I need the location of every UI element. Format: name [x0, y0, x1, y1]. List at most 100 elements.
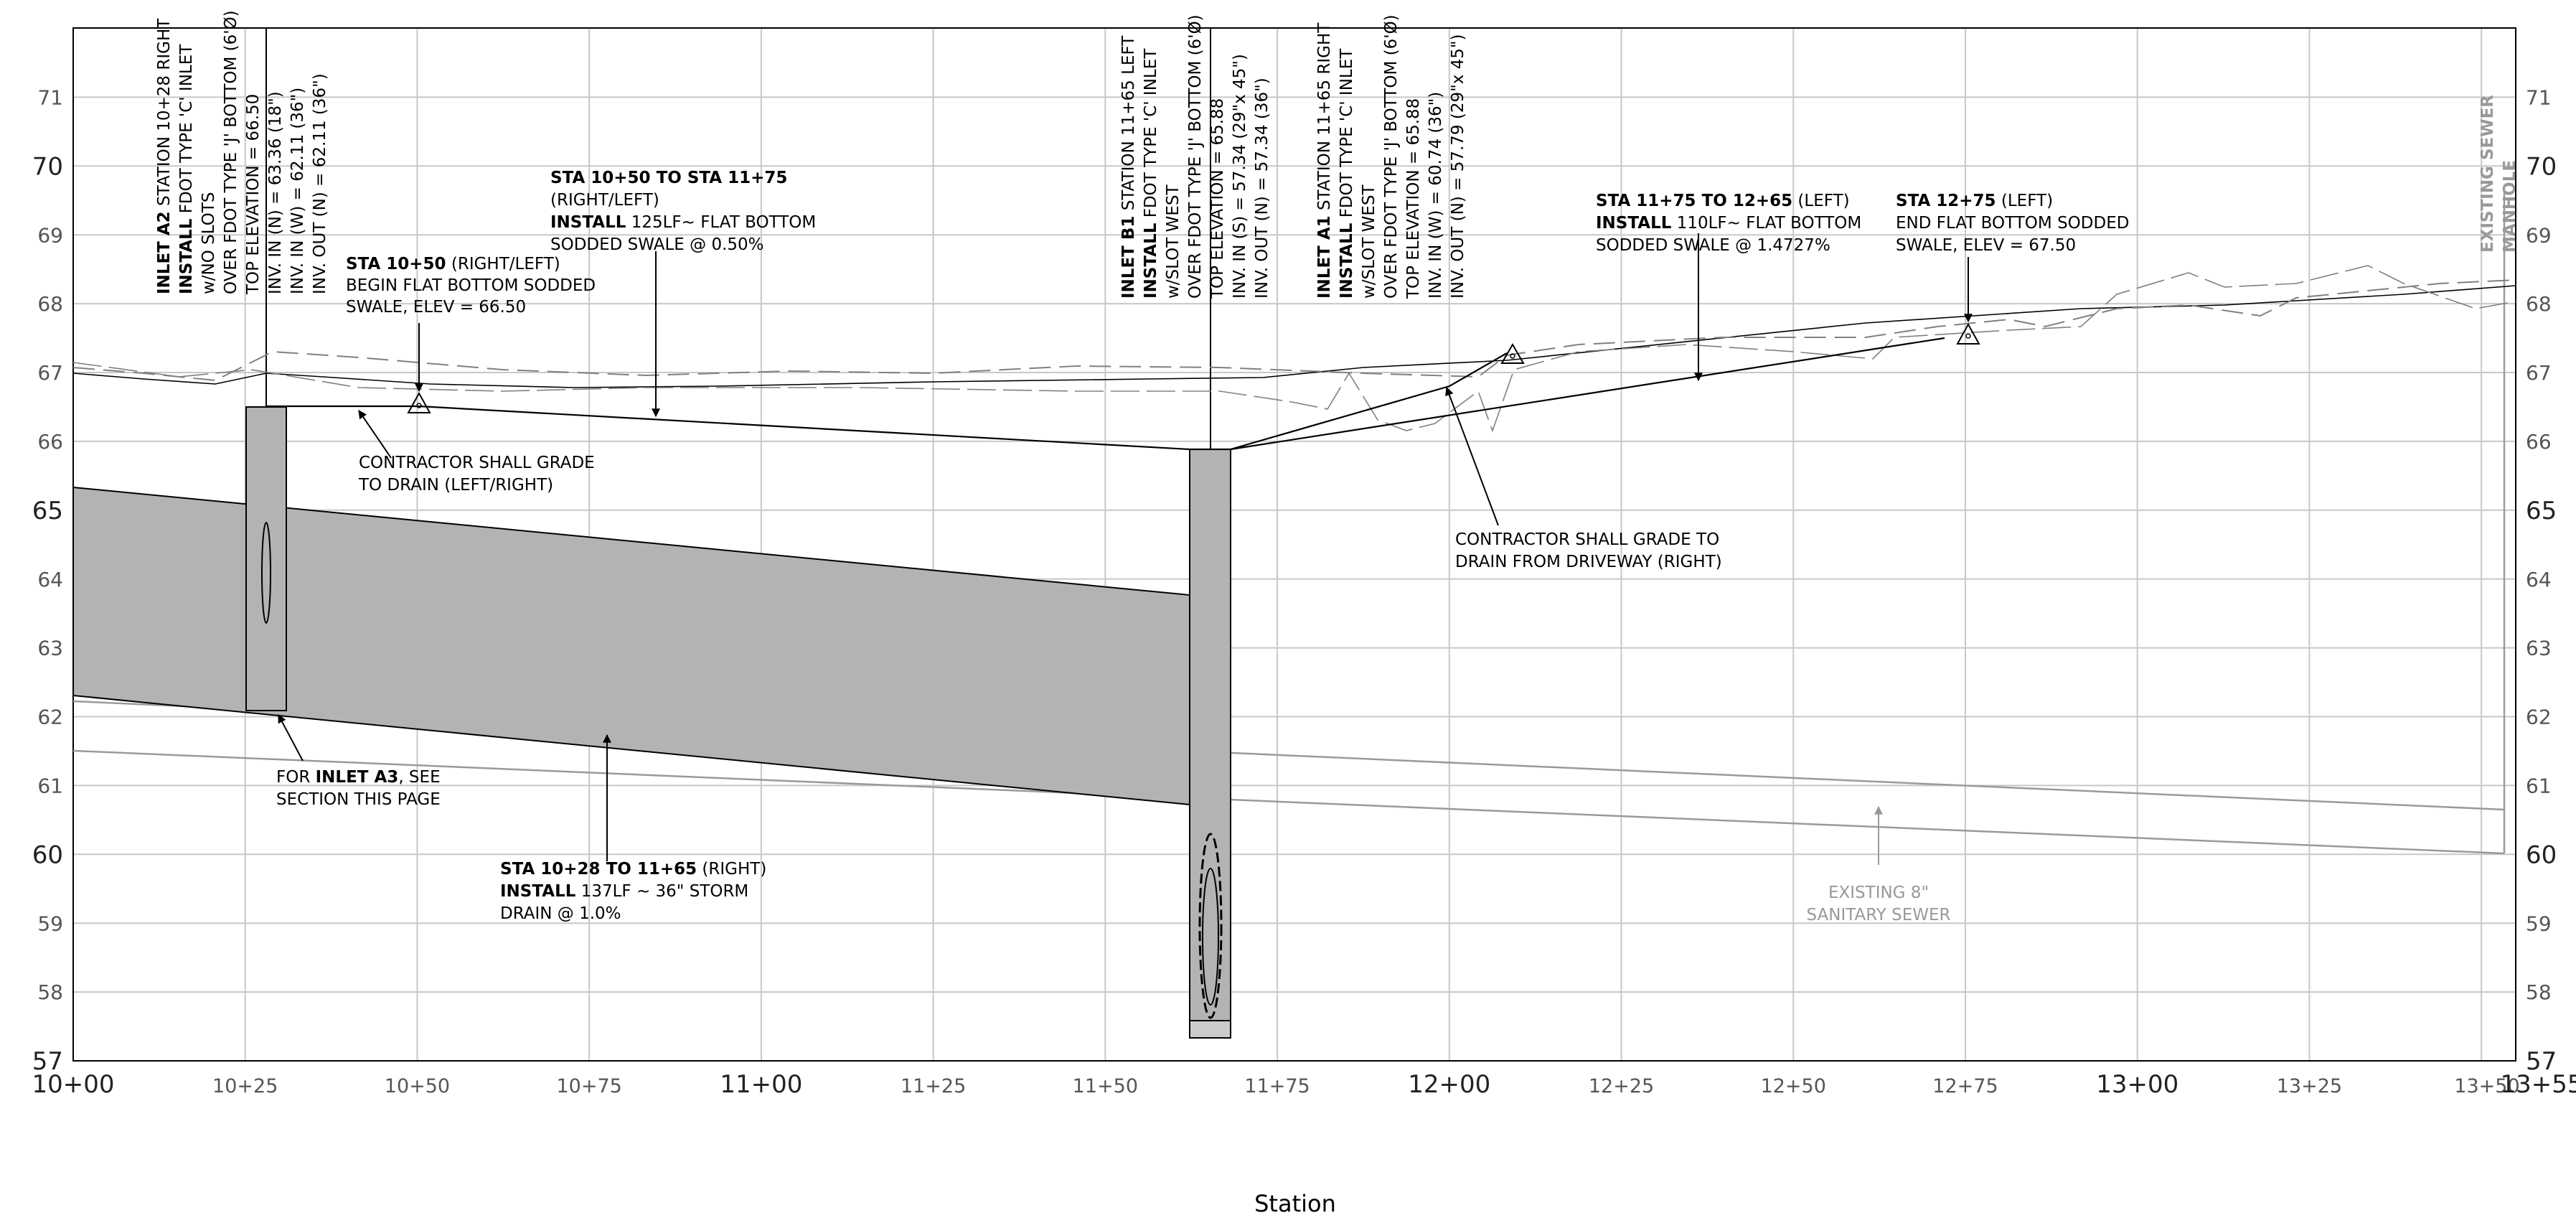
note-storm-drain-rest: (RIGHT) [697, 860, 766, 879]
note-sta-1050-1175-install-rest: 125LF~ FLAT BOTTOM [626, 213, 816, 232]
note-sta-1050-1175-install: INSTALL [550, 213, 626, 232]
y-tick-label-right: 57 [2526, 1047, 2557, 1076]
leader-grade-left [358, 410, 392, 459]
inlet-a1-line4: OVER FDOT TYPE 'J' BOTTOM (6'Ø) [1382, 14, 1401, 299]
y-tick-label-left: 59 [37, 912, 63, 935]
x-tick-label: 12+75 [1932, 1075, 1998, 1097]
inlet-b1-line4: OVER FDOT TYPE 'J' BOTTOM (6'Ø) [1186, 14, 1205, 299]
x-tick-label: 12+50 [1761, 1075, 1826, 1097]
inlet-b1-pipe-opening [1198, 833, 1223, 1019]
existing-ground-left [72, 285, 2516, 388]
x-tick-label: 10+75 [557, 1075, 622, 1097]
inlet-b1-line6: INV. IN (S) = 57.34 (29"x 45") [1231, 54, 1249, 299]
inlet-a1-station: STATION 11+65 RIGHT [1315, 22, 1334, 216]
inlet-a2-line6: INV. IN (N) = 63.36 (18") [266, 91, 285, 294]
inlet-b1-base [1189, 1020, 1231, 1039]
x-tick-label: 13+50 [2454, 1075, 2519, 1097]
note-sanitary-sewer: EXISTING 8" SANITARY SEWER [1806, 884, 1950, 924]
inlet-a2-title: INLET A2 [155, 211, 174, 294]
note-sta-1050-1175-line4: SODDED SWALE @ 0.50% [550, 235, 764, 254]
inlet-a2-install-word: INSTALL [177, 218, 196, 294]
leader-inlet-a3 [278, 713, 304, 762]
marker-sta-1050 [407, 391, 431, 413]
y-tick-label-left: 68 [37, 292, 63, 316]
existing-manhole-line2: MANHOLE [2501, 160, 2519, 253]
y-tick-label-right: 58 [2526, 980, 2552, 1004]
inlet-b1-structure [1189, 449, 1231, 1039]
note-sta-1050-bold: STA 10+50 [346, 255, 446, 273]
note-sta-1275-line2: END FLAT BOTTOM SODDED [1896, 214, 2129, 233]
note-storm-drain-install-rest: 137LF ~ 36" STORM [575, 882, 748, 901]
existing-manhole-annotation: EXISTING SEWER MANHOLE [2478, 95, 2519, 253]
note-storm-drain-install: INSTALL [500, 882, 576, 901]
y-tick-label-left: 71 [37, 85, 63, 109]
svg-text:INSTALL 125LF~ FLAT BOTTOM: INSTALL 125LF~ FLAT BOTTOM [550, 213, 816, 232]
note-grade-left-line2: TO DRAIN (LEFT/RIGHT) [358, 476, 553, 495]
note-sta-1050-line2: BEGIN FLAT BOTTOM SODDED [346, 276, 596, 295]
svg-text:INLET A2 STATION 10+28 RIGHT: INLET A2 STATION 10+28 RIGHT [155, 18, 174, 294]
station-axis: 10+00 10+25 10+50 10+75 11+00 11+25 11+50 11+75… [32, 1070, 2576, 1099]
inlet-a2-install-rest: FDOT TYPE 'C' INLET [177, 44, 196, 219]
note-sta-1175-1265: STA 11+75 TO 12+65 (LEFT) INSTALL 110LF~… [1596, 192, 1861, 255]
inlet-b1-annotation: INLET B1 STATION 11+65 LEFT INSTALL FDOT… [1119, 14, 1271, 299]
proposed-swale-profile-left [266, 405, 1231, 451]
inlet-a1-line3: w/SLOT WEST [1360, 184, 1378, 299]
x-tick-label: 13+25 [2277, 1075, 2342, 1097]
y-tick-label-left: 60 [32, 841, 63, 870]
existing-ground-centerline [72, 279, 2516, 382]
inlet-a1-install-rest: FDOT TYPE 'C' INLET [1338, 48, 1356, 223]
svg-text:STA 10+50 (RIGHT/LEFT): STA 10+50 (RIGHT/LEFT) [346, 255, 560, 273]
proposed-swale-profile-right [1230, 337, 1945, 451]
note-sta-1050: STA 10+50 (RIGHT/LEFT) BEGIN FLAT BOTTOM… [346, 255, 596, 317]
note-inlet-a3-bold: INLET A3 [316, 768, 399, 787]
inlet-a2-station: STATION 10+28 RIGHT [155, 18, 174, 212]
inlet-b1-line7: INV. OUT (N) = 57.34 (36") [1253, 78, 1271, 299]
y-tick-label-right: 68 [2526, 292, 2552, 316]
note-sta-1050-line3: SWALE, ELEV = 66.50 [346, 298, 526, 317]
existing-manhole-line1: EXISTING SEWER [2478, 95, 2497, 253]
svg-text:INLET A1 STATION 11+65 RIGHT: INLET A1 STATION 11+65 RIGHT [1315, 22, 1334, 299]
note-storm-drain-bold: STA 10+28 TO 11+65 [500, 860, 697, 879]
inlet-a2-line3: w/NO SLOTS [199, 192, 218, 294]
y-tick-label-right: 65 [2526, 497, 2557, 525]
inlet-a1-install-word: INSTALL [1338, 223, 1356, 299]
note-sta-1050-1175: STA 10+50 TO STA 11+75 (RIGHT/LEFT) INST… [550, 169, 816, 254]
y-tick-label-right: 59 [2526, 912, 2552, 935]
inlet-b1-title: INLET B1 [1119, 216, 1138, 299]
marker-driveway [1500, 342, 1525, 364]
svg-text:INSTALL 137LF ~ 36" STORM: INSTALL 137LF ~ 36" STORM [500, 882, 748, 901]
inlet-a2-pipe-opening [261, 522, 271, 624]
y-tick-label-right: 61 [2526, 774, 2552, 797]
y-tick-label-left: 58 [37, 980, 63, 1004]
y-tick-label-right: 66 [2526, 430, 2552, 454]
elevation-axis: 71 71 70 70 69 69 68 68 67 67 66 66 65 65 64 64 63 63 62 62… [32, 85, 2557, 1076]
inlet-a2-structure [245, 406, 287, 711]
y-tick-label-left: 70 [32, 153, 63, 182]
y-tick-label-right: 69 [2526, 223, 2552, 247]
x-tick-label: 11+00 [720, 1070, 802, 1099]
note-sta-1175-1265-line3: SODDED SWALE @ 1.4727% [1596, 236, 1830, 255]
note-inlet-a3-pre: FOR [276, 768, 316, 787]
svg-text:STA 11+75 TO 12+65 (LEFT): STA 11+75 TO 12+65 (LEFT) [1596, 192, 1850, 210]
y-tick-label-right: 62 [2526, 706, 2552, 729]
svg-text:STA 12+75 (LEFT): STA 12+75 (LEFT) [1896, 192, 2053, 210]
note-sta-1050-1175-title: STA 10+50 TO STA 11+75 [550, 169, 787, 187]
note-grade-left-line1: CONTRACTOR SHALL GRADE [359, 454, 595, 472]
y-tick-label-right: 60 [2526, 841, 2557, 870]
inlet-a1-pipe-opening [1202, 868, 1219, 1006]
note-sanitary-line2: SANITARY SEWER [1806, 906, 1950, 924]
note-sta-1275-bold: STA 12+75 [1896, 192, 1996, 210]
note-sta-1050-1175-line2: (RIGHT/LEFT) [550, 191, 659, 210]
note-grade-driveway: CONTRACTOR SHALL GRADE TO DRAIN FROM DRI… [1455, 530, 1722, 571]
existing-ground-right [72, 265, 2516, 433]
driveway-grade-line [1230, 352, 1508, 451]
x-tick-label: 13+00 [2096, 1070, 2178, 1099]
svg-text:INSTALL FDOT TYPE 'C' INLET: INSTALL FDOT TYPE 'C' INLET [177, 44, 196, 294]
marker-sta-1275 [1956, 322, 1980, 345]
note-sta-1050-rest: (RIGHT/LEFT) [446, 255, 560, 273]
x-tick-label: 11+50 [1073, 1075, 1138, 1097]
x-tick-label: 11+75 [1244, 1075, 1310, 1097]
inlet-a2-line4: OVER FDOT TYPE 'J' BOTTOM (6'Ø) [222, 10, 240, 294]
y-tick-label-left: 62 [37, 706, 63, 729]
